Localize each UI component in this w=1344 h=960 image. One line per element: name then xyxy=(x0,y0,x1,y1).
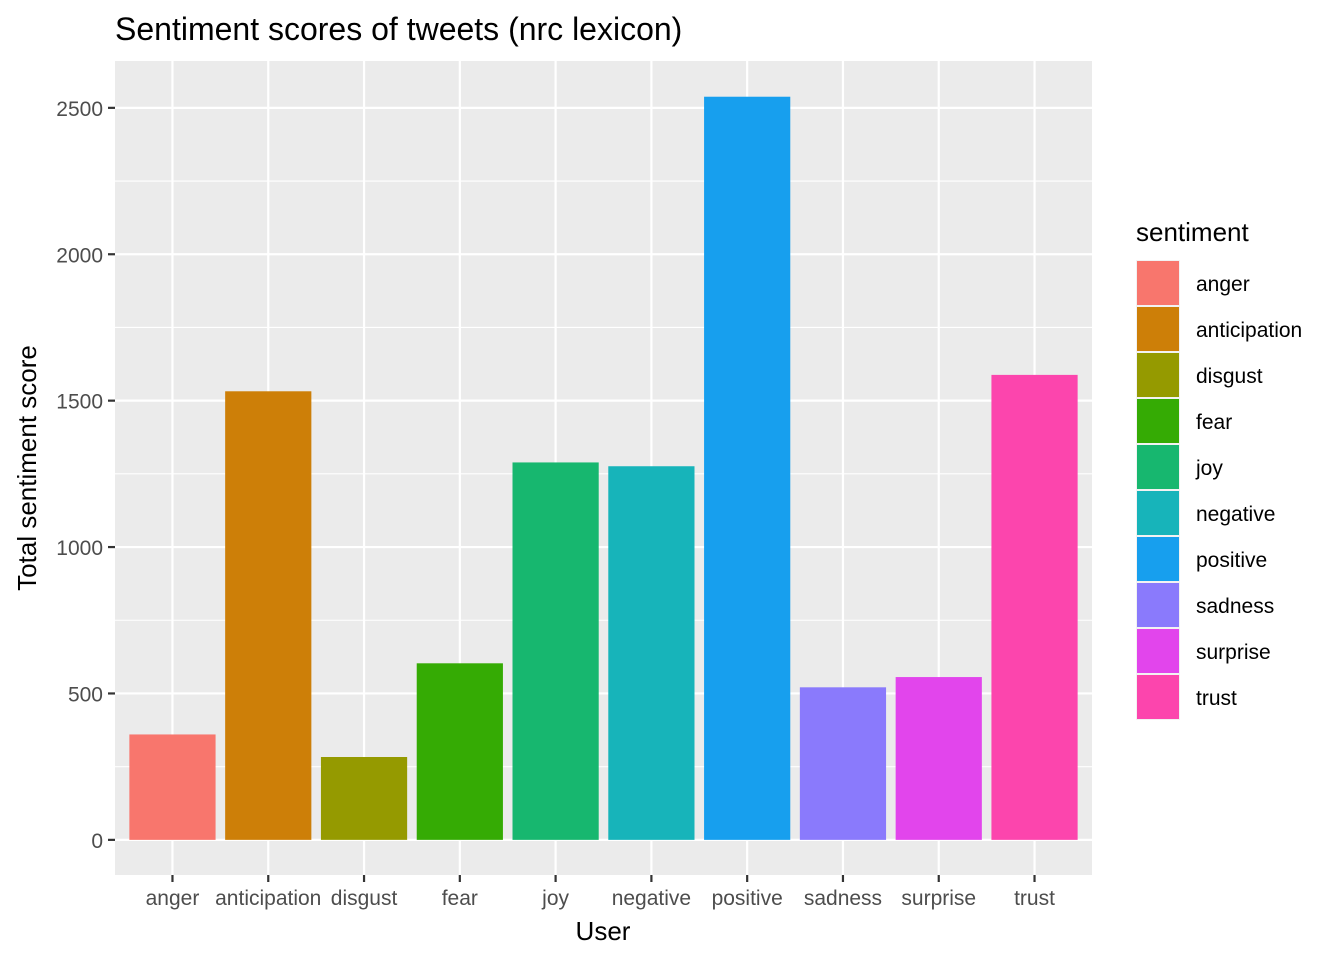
legend-swatch-trust xyxy=(1137,675,1179,719)
y-tick-label: 0 xyxy=(91,830,103,853)
y-tick-label: 2500 xyxy=(56,98,103,121)
y-tick-label: 1000 xyxy=(56,537,103,560)
legend-label: surprise xyxy=(1196,641,1271,664)
legend-label: negative xyxy=(1196,503,1275,526)
bar-trust xyxy=(991,374,1078,840)
x-tick-label: negative xyxy=(612,887,691,910)
x-axis: anger anticipation disgust fear joy negative p… xyxy=(146,875,1055,910)
x-axis-label: User xyxy=(576,916,631,946)
x-tick-label: joy xyxy=(541,887,569,910)
bar-disgust xyxy=(320,756,408,840)
legend-swatch-anticipation xyxy=(1137,307,1179,351)
legend-items: anger anticipation disgust fear joy negative p… xyxy=(1136,260,1302,720)
x-tick-label: sadness xyxy=(804,887,882,910)
x-tick-label: anticipation xyxy=(215,887,321,910)
y-tick-label: 500 xyxy=(68,683,103,706)
legend-swatch-positive xyxy=(1137,537,1179,581)
x-tick-label: positive xyxy=(712,887,783,910)
x-tick-label: surprise xyxy=(901,887,976,910)
y-axis-label: Total sentiment score xyxy=(12,345,42,591)
x-tick-label: trust xyxy=(1014,887,1055,910)
legend-swatch-fear xyxy=(1137,399,1179,443)
legend-swatch-anger xyxy=(1137,261,1179,305)
legend-label: anger xyxy=(1196,273,1250,296)
legend-swatch-disgust xyxy=(1137,353,1179,397)
bar-positive xyxy=(704,96,791,840)
bar-joy xyxy=(512,462,599,840)
bar-negative xyxy=(608,466,695,840)
bar-fear xyxy=(416,663,503,840)
x-tick-label: fear xyxy=(442,887,478,910)
bar-anger xyxy=(129,734,216,840)
y-tick-label: 2000 xyxy=(56,244,103,267)
y-tick-label: 1500 xyxy=(56,391,103,414)
bar-sadness xyxy=(799,687,887,840)
legend-label: disgust xyxy=(1196,365,1263,388)
legend-swatch-joy xyxy=(1137,445,1179,489)
x-tick-label: disgust xyxy=(331,887,398,910)
legend-label: sadness xyxy=(1196,595,1274,618)
legend-label: fear xyxy=(1196,411,1232,434)
bar-anticipation xyxy=(225,391,312,840)
legend: sentiment anger anticipation disgust fear jo… xyxy=(1136,217,1302,720)
bars xyxy=(129,96,1078,840)
chart-title: Sentiment scores of tweets (nrc lexicon) xyxy=(115,11,682,47)
legend-swatch-negative xyxy=(1137,491,1179,535)
x-tick-label: anger xyxy=(146,887,200,910)
legend-label: anticipation xyxy=(1196,319,1302,342)
legend-swatch-sadness xyxy=(1137,583,1179,627)
legend-swatch-surprise xyxy=(1137,629,1179,673)
legend-title: sentiment xyxy=(1136,217,1249,247)
y-axis: 0 500 1000 1500 2000 2500 xyxy=(56,98,115,853)
legend-label: trust xyxy=(1196,687,1237,710)
bar-surprise xyxy=(895,677,982,840)
legend-label: joy xyxy=(1195,457,1223,480)
legend-label: positive xyxy=(1196,549,1267,572)
